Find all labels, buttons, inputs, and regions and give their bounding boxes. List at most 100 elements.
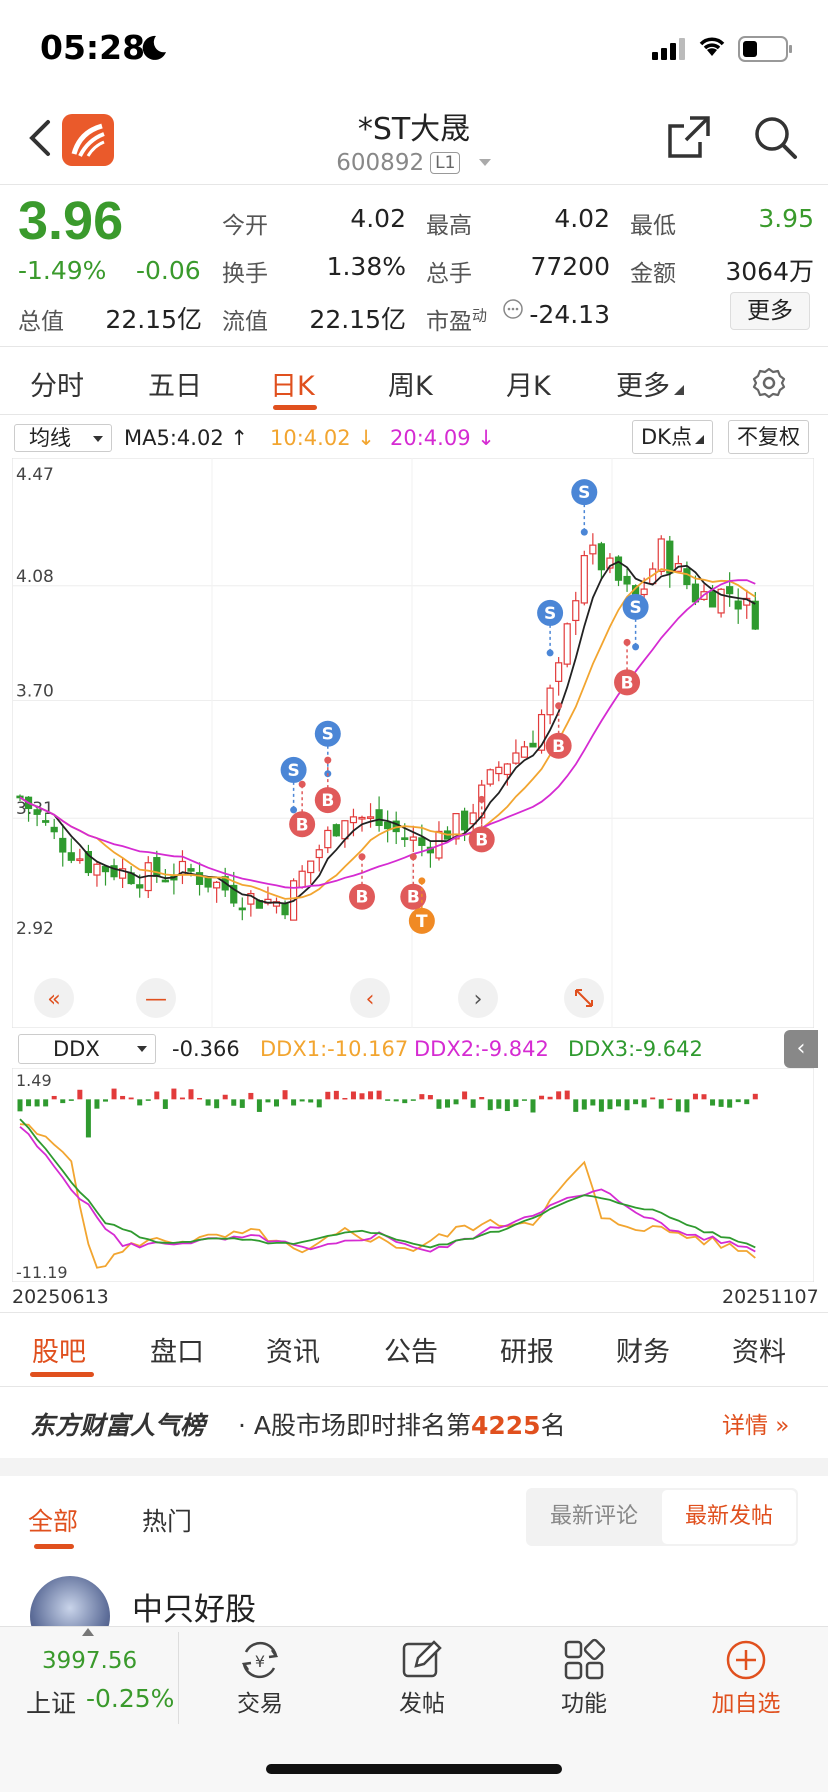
more-quote-button[interactable]: 更多 bbox=[730, 292, 810, 330]
add-watchlist-icon[interactable] bbox=[724, 1638, 768, 1682]
tab-research[interactable]: 研报 bbox=[500, 1337, 554, 1368]
tab-guba[interactable]: 股吧 bbox=[32, 1337, 86, 1368]
buy-marker[interactable]: B bbox=[400, 853, 427, 910]
turnover-value: 1.38% bbox=[326, 252, 406, 281]
tab-week-k[interactable]: 周K bbox=[388, 371, 433, 402]
ddx-bar bbox=[744, 1099, 750, 1105]
post-label[interactable]: 发帖 bbox=[399, 1691, 445, 1717]
ddx-bar bbox=[521, 1099, 527, 1101]
sell-marker[interactable]: S bbox=[280, 756, 307, 814]
collapse-panel-button[interactable]: ‹ bbox=[784, 1030, 818, 1068]
sell-marker[interactable]: S bbox=[537, 599, 564, 657]
candle bbox=[76, 848, 84, 864]
gear-icon[interactable] bbox=[752, 366, 786, 400]
info-more-icon[interactable] bbox=[502, 298, 524, 320]
ddx-bar bbox=[650, 1097, 656, 1100]
candle bbox=[42, 813, 50, 826]
ddx-bar bbox=[350, 1091, 356, 1100]
ddx-value: -0.366 bbox=[172, 1037, 240, 1061]
index-expand-caret-icon[interactable] bbox=[82, 1628, 94, 1636]
active-tab-underline bbox=[273, 405, 317, 410]
buy-marker[interactable]: B bbox=[545, 702, 572, 759]
ddx-bar bbox=[128, 1097, 134, 1100]
tab-day-k[interactable]: 日K bbox=[270, 371, 315, 402]
ddx-chart[interactable]: 1.49 -11.19 bbox=[12, 1068, 814, 1282]
ddx-bar bbox=[436, 1099, 442, 1109]
tab-month-k[interactable]: 月K bbox=[506, 371, 551, 402]
ma-select[interactable]: 均线 bbox=[14, 424, 112, 452]
buy-marker[interactable]: B bbox=[468, 795, 495, 853]
ddx-bar bbox=[607, 1099, 613, 1110]
tab-announcements[interactable]: 公告 bbox=[384, 1337, 438, 1368]
ddx-bar bbox=[504, 1099, 510, 1112]
ddx1-value: DDX1:-10.167 bbox=[260, 1037, 409, 1061]
trade-icon[interactable]: ¥ bbox=[238, 1638, 282, 1682]
tab-finance[interactable]: 财务 bbox=[616, 1337, 670, 1368]
t-marker[interactable]: T bbox=[408, 877, 435, 934]
share-icon[interactable] bbox=[666, 114, 712, 160]
search-icon[interactable] bbox=[752, 114, 798, 160]
tab-hot-posts[interactable]: 热门 bbox=[142, 1507, 193, 1536]
ddx-caret-icon bbox=[137, 1046, 147, 1052]
functions-grid-icon[interactable] bbox=[562, 1638, 606, 1682]
tab-five-day[interactable]: 五日 bbox=[148, 371, 202, 402]
ddx-bar bbox=[68, 1099, 74, 1101]
edit-post-icon[interactable] bbox=[400, 1638, 444, 1682]
rank-detail-link[interactable]: 详情 » bbox=[722, 1413, 790, 1439]
ddx-bar bbox=[359, 1093, 365, 1100]
tab-profile[interactable]: 资料 bbox=[732, 1337, 786, 1368]
more-caret-icon bbox=[674, 385, 684, 395]
ddx-bar bbox=[684, 1099, 690, 1113]
post-author[interactable]: 中只好股 bbox=[132, 1592, 256, 1628]
ddx-select[interactable]: DDX bbox=[18, 1034, 156, 1064]
buy-marker[interactable]: B bbox=[614, 638, 641, 696]
ddx-bar bbox=[633, 1099, 639, 1105]
tab-all-posts[interactable]: 全部 bbox=[28, 1507, 79, 1536]
tab-pankou[interactable]: 盘口 bbox=[150, 1337, 204, 1368]
adjust-button[interactable]: 不复权 bbox=[728, 420, 809, 454]
sell-marker[interactable]: S bbox=[622, 593, 649, 651]
ddx-bar bbox=[103, 1099, 108, 1102]
scroll-left-fast-button[interactable]: « bbox=[34, 978, 74, 1018]
buy-marker[interactable]: B bbox=[289, 780, 316, 838]
index-pct[interactable]: -0.25% bbox=[86, 1684, 175, 1713]
tab-more[interactable]: 更多 bbox=[616, 364, 684, 403]
candle bbox=[572, 591, 580, 636]
sort-latest-post[interactable]: 最新发帖 bbox=[662, 1490, 796, 1544]
add-watchlist-label[interactable]: 加自选 bbox=[711, 1691, 781, 1717]
candle bbox=[195, 862, 204, 896]
ddx3-line bbox=[19, 1118, 756, 1249]
stock-code-row[interactable]: 600892 L1 bbox=[0, 150, 828, 176]
stock-name: *ST大晟 bbox=[357, 112, 471, 147]
dk-point-button[interactable]: DK点 bbox=[632, 420, 713, 454]
ddx-bar bbox=[727, 1099, 733, 1108]
sort-latest-comment[interactable]: 最新评论 bbox=[549, 1504, 638, 1529]
buy-marker[interactable]: B bbox=[349, 853, 375, 910]
scroll-left-button[interactable]: ‹ bbox=[350, 978, 390, 1018]
back-icon[interactable] bbox=[22, 116, 58, 160]
ddx-bar bbox=[624, 1099, 630, 1111]
feed-tab-underline bbox=[34, 1544, 74, 1549]
index-name[interactable]: 上证 bbox=[26, 1689, 77, 1718]
ddx-bar bbox=[333, 1090, 339, 1100]
sell-marker[interactable]: S bbox=[571, 479, 598, 536]
tab-news[interactable]: 资讯 bbox=[266, 1337, 320, 1368]
ddx-bar bbox=[547, 1096, 553, 1100]
turnover-label: 换手 bbox=[222, 261, 268, 287]
ddx-bar bbox=[402, 1099, 408, 1104]
buy-marker[interactable]: B bbox=[314, 756, 341, 814]
ddx-bar bbox=[197, 1097, 203, 1100]
sell-marker[interactable]: S bbox=[314, 720, 341, 778]
ddx-bar bbox=[752, 1093, 758, 1100]
section-gap bbox=[0, 1458, 828, 1476]
scroll-right-button[interactable]: › bbox=[458, 978, 498, 1018]
index-value[interactable]: 3997.56 bbox=[42, 1648, 138, 1674]
ddx-bar bbox=[675, 1099, 681, 1112]
fullscreen-button[interactable] bbox=[564, 978, 604, 1018]
tab-intraday[interactable]: 分时 bbox=[30, 371, 84, 402]
trade-label[interactable]: 交易 bbox=[237, 1691, 283, 1717]
zoom-out-button[interactable]: — bbox=[136, 978, 176, 1018]
functions-label[interactable]: 功能 bbox=[561, 1691, 607, 1717]
candle bbox=[520, 740, 529, 758]
